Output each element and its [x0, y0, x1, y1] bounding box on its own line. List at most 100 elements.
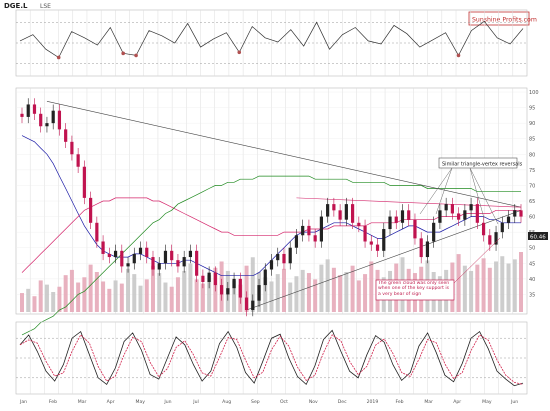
- candle-body: [388, 216, 392, 230]
- price-axis-tick: 90: [529, 121, 535, 127]
- candle-body: [382, 229, 386, 251]
- volume-bar: [32, 296, 37, 312]
- price-axis-tick: 60: [529, 215, 535, 221]
- candle-body: [407, 210, 411, 220]
- volume-bar: [57, 286, 62, 312]
- rsi-oversold-point: [56, 55, 61, 60]
- volume-bar: [182, 270, 187, 312]
- volume-bar: [200, 283, 205, 312]
- price-tag: [528, 232, 548, 240]
- date-tick-label: Oct: [280, 399, 288, 405]
- volume-bar: [51, 292, 56, 312]
- candle-body: [64, 129, 68, 142]
- rsi-oversold-point: [237, 50, 242, 55]
- volume-bar: [76, 282, 81, 312]
- candle-body: [338, 210, 342, 220]
- volume-bar: [132, 274, 137, 312]
- stochastic-panel: [15, 321, 528, 395]
- candle-body: [138, 247, 143, 254]
- volume-bar: [469, 270, 474, 312]
- volume-bar: [500, 256, 505, 312]
- candle-body: [457, 213, 461, 220]
- candle-body: [113, 250, 118, 258]
- volume-bar: [113, 280, 118, 312]
- volume-bar: [294, 276, 299, 312]
- volume-bar: [269, 281, 274, 312]
- volume-bar: [481, 258, 486, 312]
- candle-body: [450, 204, 454, 214]
- candle-body: [107, 253, 111, 258]
- annotation-top: Similar triangle-vertex reversals: [419, 157, 523, 225]
- volume-bar: [82, 277, 87, 312]
- date-tick-label: Feb: [49, 399, 57, 405]
- candle-body: [82, 166, 86, 198]
- candle-body: [201, 275, 205, 282]
- price-axis-tick: 100: [529, 90, 539, 96]
- candle-body: [170, 250, 174, 261]
- rsi-panel: [15, 9, 528, 77]
- candle-body: [288, 247, 292, 264]
- candle-body: [182, 257, 186, 267]
- date-axis: Jan Feb Mar Apr May Jun Jul Aug Sep Oct Nov Dec 2019…: [19, 399, 518, 405]
- candle-body: [488, 235, 492, 245]
- rsi-line: [19, 20, 524, 59]
- candle-body: [251, 300, 255, 310]
- candle-body: [394, 216, 398, 223]
- volume-bar: [512, 259, 517, 312]
- date-tick-label: Mar: [78, 399, 87, 405]
- volume-bar: [144, 279, 149, 312]
- price-panel: 10095908580757065605550454035: [15, 87, 539, 336]
- date-tick-label: May: [136, 399, 146, 405]
- candle-body: [475, 204, 479, 223]
- volume-bar: [475, 264, 480, 312]
- candle-body: [226, 288, 230, 295]
- candle-body: [45, 123, 49, 127]
- support-trendline: [246, 210, 522, 311]
- chart-exchange: LSE: [40, 3, 51, 10]
- volume-bar: [126, 268, 131, 312]
- price-axis-tick: 65: [529, 199, 535, 205]
- volume-bar: [244, 265, 249, 312]
- volume-bar: [138, 285, 143, 312]
- date-tick-label: Jan: [19, 399, 27, 405]
- candle-body: [369, 241, 373, 245]
- candle-body: [95, 222, 99, 242]
- volume-bar: [88, 264, 93, 312]
- volume-bar: [150, 265, 155, 312]
- candle-body: [519, 210, 523, 217]
- candle-body: [444, 204, 448, 211]
- volume-bar: [207, 275, 212, 312]
- candle-body: [282, 253, 286, 264]
- volume-bar: [44, 284, 49, 312]
- candle-body: [463, 210, 467, 220]
- volume-bar: [313, 279, 318, 312]
- annotation-bottom-text: The green cloud was only seen when one o…: [378, 281, 450, 297]
- volume-bar: [306, 273, 311, 312]
- date-tick-label: Jul: [192, 399, 199, 405]
- candle-body: [70, 141, 74, 155]
- volume-bar: [63, 275, 68, 312]
- price-axis-tick: 50: [529, 246, 535, 252]
- annotation-top-text: Similar triangle-vertex reversals: [442, 162, 523, 168]
- price-axis-tick: 70: [529, 183, 535, 189]
- volume-bar: [275, 274, 280, 312]
- candle-body: [195, 250, 199, 276]
- candle-body: [301, 225, 305, 236]
- candle-body: [413, 219, 417, 239]
- volume-bar: [263, 277, 268, 312]
- volume-bar: [356, 280, 361, 312]
- volume-bar: [26, 288, 31, 312]
- volume-bar: [331, 267, 336, 312]
- volume-bar: [456, 254, 461, 312]
- candle-body: [20, 113, 24, 117]
- candle-body: [101, 241, 105, 254]
- candle-body: [232, 278, 236, 289]
- date-tick-label: Jun: [510, 399, 518, 405]
- candle-body: [375, 244, 380, 251]
- candle-body: [213, 272, 217, 286]
- volume-bar: [350, 265, 355, 312]
- candle-body: [469, 204, 473, 211]
- date-tick-label: Feb: [395, 399, 403, 405]
- candle-body: [157, 263, 161, 270]
